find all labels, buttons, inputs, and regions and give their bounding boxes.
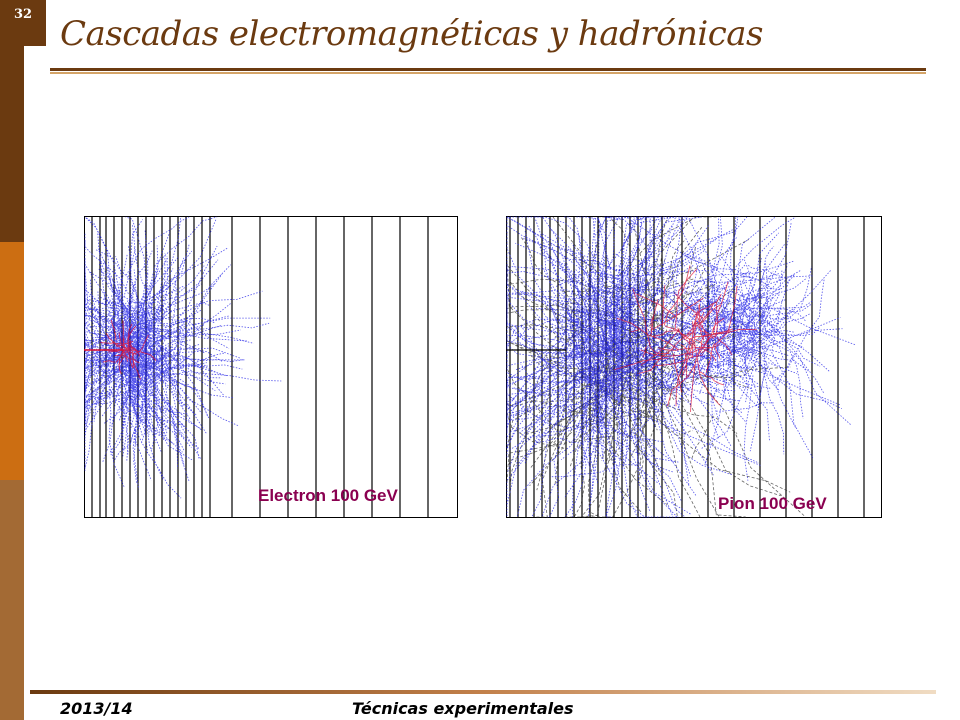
pion-shower-figure: Pion 100 GeV xyxy=(506,216,882,522)
side-bar-middle xyxy=(0,242,24,480)
slide-title: Cascadas electromagnéticas y hadrónicas xyxy=(60,14,763,54)
side-bar-bottom xyxy=(0,480,24,720)
title-rule-accent xyxy=(50,72,926,74)
footer-rule xyxy=(30,690,936,694)
pion-shower-plot xyxy=(506,216,882,518)
footer-year: 2013/14 xyxy=(60,699,133,718)
slide-number: 32 xyxy=(0,0,46,46)
electron-shower-label: Electron 100 GeV xyxy=(258,486,398,505)
title-rule xyxy=(50,68,926,71)
footer-course: Técnicas experimentales xyxy=(352,699,574,718)
pion-shower-label: Pion 100 GeV xyxy=(718,494,827,513)
electron-shower-figure: Electron 100 GeV xyxy=(84,216,458,522)
electron-shower-plot xyxy=(84,216,458,518)
